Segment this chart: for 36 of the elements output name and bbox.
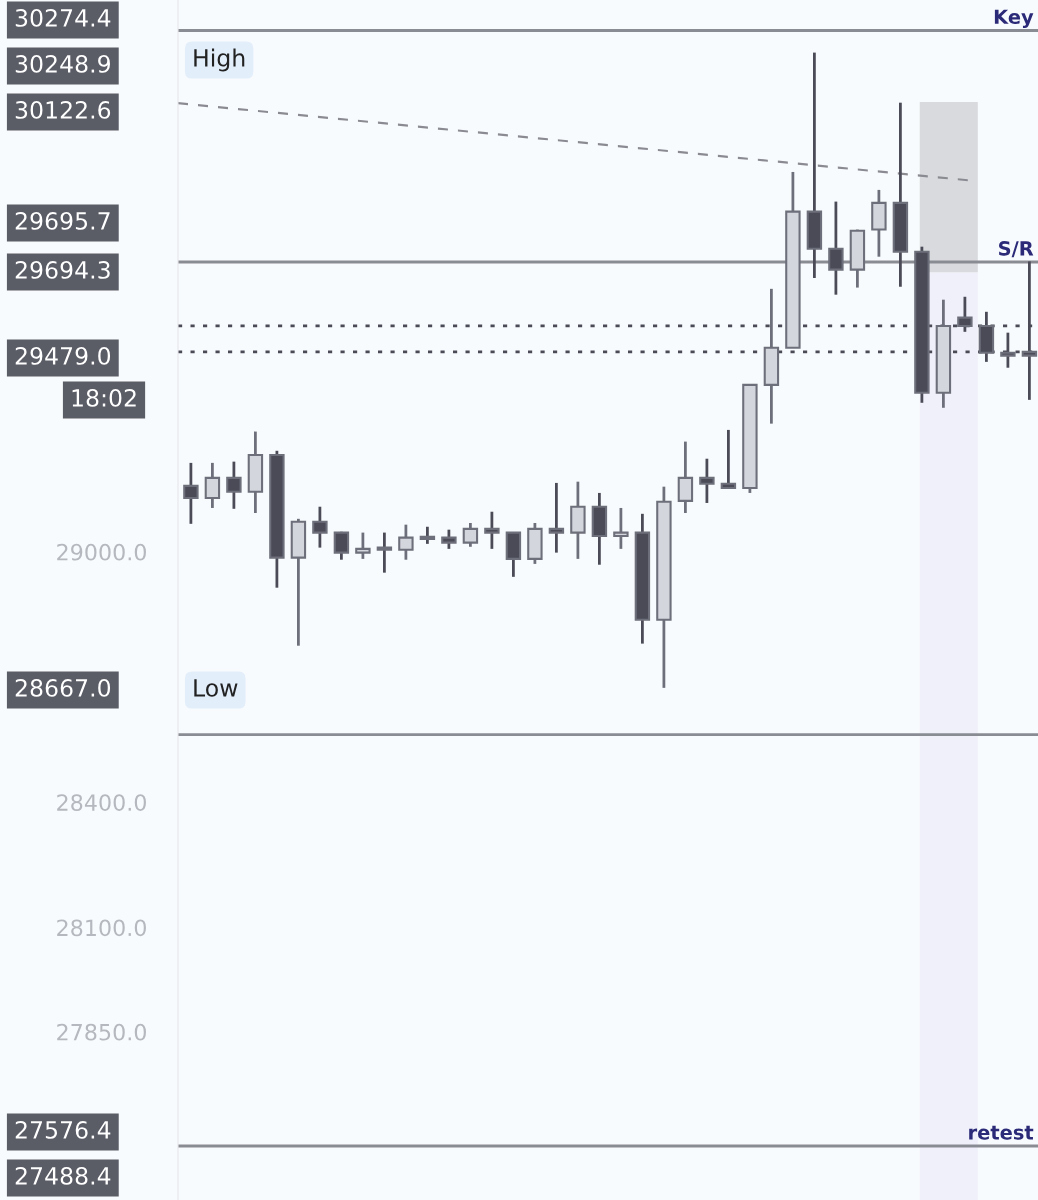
candlestick xyxy=(441,528,457,551)
text: 29694.3 xyxy=(15,260,110,279)
candlestick xyxy=(355,531,371,561)
text: 28667.0 xyxy=(15,678,111,697)
text: 27576.4 xyxy=(15,1120,111,1139)
ref-line-label: Key xyxy=(994,9,1034,29)
candlestick xyxy=(613,506,629,551)
text: 29479.0 xyxy=(15,346,111,365)
y-tick-label: 29000.0 xyxy=(57,543,146,561)
candlestick xyxy=(548,481,565,555)
ref-line-label: S/R xyxy=(999,241,1034,258)
candlestick xyxy=(828,200,844,297)
candlestick xyxy=(312,505,328,550)
candlestick xyxy=(462,521,479,549)
candlestick xyxy=(699,457,715,505)
candlestick xyxy=(204,461,221,510)
text: 30122.6 xyxy=(15,100,111,119)
ref-line-label: retest xyxy=(969,1125,1034,1140)
candlestick xyxy=(226,460,242,511)
candlestick xyxy=(484,510,500,551)
annotation: High xyxy=(194,48,245,72)
candlestick xyxy=(333,530,350,562)
annotation: Low xyxy=(194,679,238,697)
candlestick xyxy=(398,523,414,562)
text: 18:02 xyxy=(72,388,136,407)
y-tick-label: 28400.0 xyxy=(57,794,146,811)
y-tick-label: 28100.0 xyxy=(57,919,146,937)
candlestick xyxy=(677,440,694,515)
text: 30248.9 xyxy=(15,54,110,73)
candlestick xyxy=(720,428,737,490)
candlestick xyxy=(376,531,393,575)
text: 27488.4 xyxy=(15,1166,111,1185)
text: 29695.7 xyxy=(15,211,110,230)
y-tick-label: 27850.0 xyxy=(57,1023,146,1041)
text: 30274.4 xyxy=(15,8,111,27)
candlestick xyxy=(183,461,199,526)
